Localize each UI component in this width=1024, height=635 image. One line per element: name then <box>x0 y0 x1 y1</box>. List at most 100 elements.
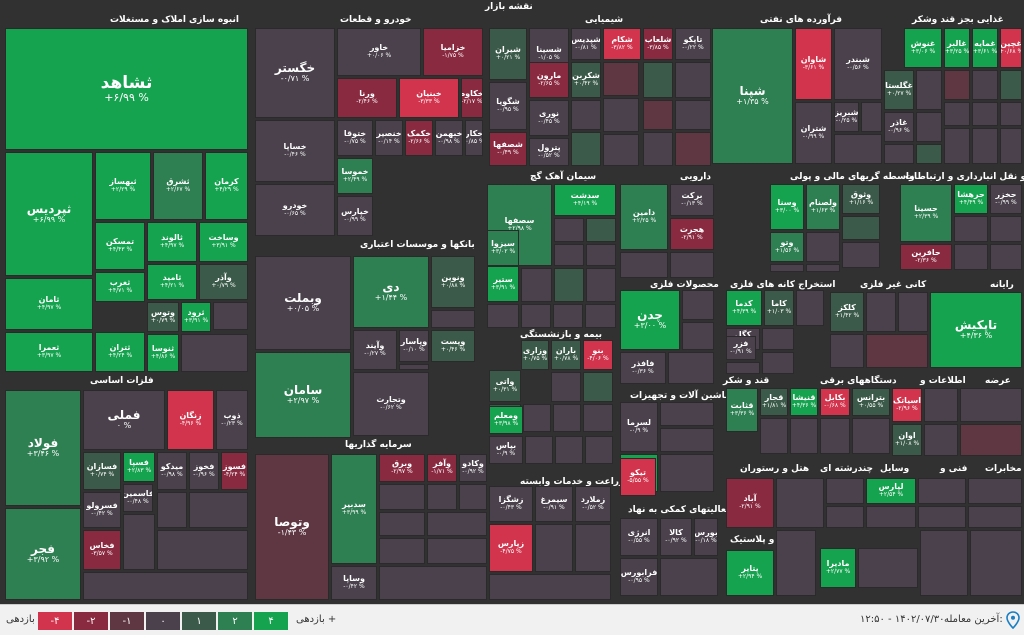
legend-pos4[interactable]: ۴ <box>254 612 288 630</box>
stock-tile-unlabeled[interactable] <box>760 418 788 454</box>
stock-tile[interactable]: فاسمین -۰/۴۸ % <box>123 484 153 512</box>
stock-tile[interactable]: بترانس +۰/۵۵ % <box>852 388 890 416</box>
stock-tile[interactable]: وآیند -۰/۲۷ % <box>353 330 397 370</box>
stock-tile-unlabeled[interactable] <box>603 62 639 96</box>
stock-tile-unlabeled[interactable] <box>944 128 970 164</box>
stock-tile[interactable]: ورنا -۲/۴۶ % <box>337 78 397 118</box>
stock-tile[interactable]: وساخت +۳/۹۱ % <box>199 222 248 262</box>
stock-tile[interactable]: خودرو -۰/۶۵ % <box>255 184 335 236</box>
stock-tile-unlabeled[interactable] <box>603 98 639 132</box>
stock-tile-unlabeled[interactable] <box>643 132 673 166</box>
stock-tile[interactable]: ثامید +۴/۲۱ % <box>147 264 197 300</box>
stock-tile[interactable]: هجرت -۲/۹۱ % <box>670 218 714 250</box>
stock-tile[interactable]: سامان +۲/۹۷ % <box>255 352 351 438</box>
stock-tile[interactable]: خپارس -۰/۹۹ % <box>337 196 373 236</box>
stock-tile[interactable]: شکام -۳/۸۲ % <box>603 28 641 60</box>
stock-tile[interactable]: غاذر -۰/۹۶ % <box>884 112 914 142</box>
stock-tile-unlabeled[interactable] <box>830 334 864 368</box>
stock-tile[interactable]: شتران -۰/۹۹ % <box>795 102 832 164</box>
stock-tile[interactable]: شبندر -۰/۵۶ % <box>834 28 882 100</box>
stock-tile[interactable]: خنصیر -۰/۱۴ % <box>375 120 403 156</box>
stock-tile[interactable]: وتوس +۰/۷۹ % <box>147 302 179 332</box>
stock-tile[interactable]: ثتران +۴/۲۴ % <box>95 332 145 372</box>
stock-tile[interactable]: فزر -۰/۹۱ % <box>726 336 756 360</box>
stock-tile-unlabeled[interactable] <box>968 478 1022 504</box>
stock-tile-unlabeled[interactable] <box>954 244 988 270</box>
stock-tile-unlabeled[interactable] <box>583 404 613 432</box>
stock-tile[interactable]: فولاد +۳/۴۶ % <box>5 390 81 506</box>
stock-tile[interactable]: کلکز +۱/۴۲ % <box>830 292 864 332</box>
stock-tile[interactable]: ختوقا -۰/۷۵ % <box>337 120 373 156</box>
stock-tile-unlabeled[interactable] <box>970 530 1022 596</box>
stock-tile[interactable]: خکار-۰/۸۵ % <box>465 120 483 156</box>
stock-tile[interactable]: غنوش +۳/۰۶ % <box>904 28 942 68</box>
stock-tile-unlabeled[interactable] <box>898 292 928 332</box>
stock-tile[interactable]: کالا -۰/۹۲ % <box>660 518 692 556</box>
stock-tile-unlabeled[interactable] <box>918 478 966 504</box>
stock-tile-unlabeled[interactable] <box>726 362 760 374</box>
stock-tile-unlabeled[interactable] <box>459 484 487 510</box>
stock-tile[interactable]: اوان +۱/۰۸ % <box>892 424 922 456</box>
stock-tile-unlabeled[interactable] <box>553 304 583 328</box>
stock-tile[interactable]: ولصنام +۱/۶۳ % <box>806 184 840 230</box>
stock-tile-unlabeled[interactable] <box>523 404 551 432</box>
stock-tile[interactable]: بکابل -۰/۶۸ % <box>820 388 850 416</box>
stock-tile[interactable]: فسوز -۴/۲۴ % <box>221 452 248 490</box>
stock-tile-unlabeled[interactable] <box>1000 102 1022 126</box>
stock-tile-unlabeled[interactable] <box>762 352 794 374</box>
stock-tile[interactable]: تاپکیش +۴/۳۶ % <box>930 292 1022 368</box>
stock-tile-unlabeled[interactable] <box>972 102 998 126</box>
stock-tile[interactable]: زملارد -۰/۵۲ % <box>575 486 611 522</box>
stock-tile[interactable]: فسازان +۰/۷۴ % <box>83 452 121 490</box>
stock-tile[interactable]: خاور +۰/۰۶ % <box>337 28 421 76</box>
stock-tile-unlabeled[interactable] <box>920 530 968 596</box>
stock-tile[interactable]: سیمرغ -۰/۹۱ % <box>535 486 573 522</box>
stock-tile[interactable]: حرهشا +۴/۴۹ % <box>954 184 988 214</box>
stock-tile[interactable]: تاپکو -۰/۲۲ % <box>675 28 711 60</box>
stock-tile-unlabeled[interactable] <box>884 144 914 164</box>
stock-tile[interactable]: وپست +۰/۴۶ % <box>431 330 475 362</box>
stock-tile-unlabeled[interactable] <box>776 478 824 528</box>
stock-tile-unlabeled[interactable] <box>583 372 613 402</box>
stock-tile-unlabeled[interactable] <box>521 268 552 302</box>
stock-tile[interactable]: وتو +۱/۵۶ % <box>770 232 804 262</box>
stock-tile[interactable]: وبرق -۲/۹۷ % <box>379 454 425 482</box>
stock-tile-unlabeled[interactable] <box>181 334 248 372</box>
stock-tile-unlabeled[interactable] <box>866 334 928 368</box>
stock-tile-unlabeled[interactable] <box>551 372 581 402</box>
stock-tile-unlabeled[interactable] <box>842 216 880 240</box>
stock-tile-unlabeled[interactable] <box>972 128 998 164</box>
stock-tile[interactable]: زشگزا -۰/۴۳ % <box>489 486 533 522</box>
stock-tile[interactable]: فسپا +۲/۸۳ % <box>123 452 155 482</box>
stock-tile-unlabeled[interactable] <box>790 418 818 454</box>
stock-tile[interactable]: ونوین +۰/۸۸ % <box>431 256 475 308</box>
stock-tile-unlabeled[interactable] <box>954 216 988 242</box>
stock-tile[interactable]: قنیشا +۴/۳۶ % <box>790 388 818 416</box>
stock-tile[interactable]: ومعلم +۳/۹۸ % <box>489 406 523 434</box>
stock-tile-unlabeled[interactable] <box>834 134 882 164</box>
stock-tile-unlabeled[interactable] <box>157 530 248 570</box>
stock-tile[interactable]: خگستر -۰/۷۱ % <box>255 28 335 118</box>
stock-tile[interactable]: حخزر -۰/۹۹ % <box>990 184 1022 214</box>
stock-tile-unlabeled[interactable] <box>213 302 248 330</box>
stock-tile-unlabeled[interactable] <box>972 70 998 100</box>
stock-tile[interactable]: سدبیر +۳/۹۹ % <box>331 454 377 564</box>
stock-tile-unlabeled[interactable] <box>399 364 429 370</box>
stock-tile-unlabeled[interactable] <box>660 558 718 596</box>
stock-tile[interactable]: وبملت +۰/۰۵ % <box>255 256 351 350</box>
stock-tile-unlabeled[interactable] <box>668 352 714 384</box>
stock-tile[interactable]: وثوق +۱/۱۶ % <box>842 184 880 214</box>
stock-tile[interactable]: شپنا +۱/۳۵ % <box>712 28 793 164</box>
stock-tile[interactable]: کاما +۱/۰۳ % <box>764 290 794 326</box>
stock-tile-unlabeled[interactable] <box>643 100 673 130</box>
stock-tile-unlabeled[interactable] <box>960 424 1022 456</box>
stock-tile[interactable]: شصفها -۰/۴۹ % <box>489 132 527 166</box>
stock-tile-unlabeled[interactable] <box>916 70 942 110</box>
stock-tile[interactable]: خبنیان -۳/۳۳ % <box>399 78 459 118</box>
stock-tile[interactable]: فافذر -۰/۳۶ % <box>620 352 666 384</box>
stock-tile[interactable]: ثعمرا +۳/۹۷ % <box>5 332 93 372</box>
stock-tile-unlabeled[interactable] <box>660 402 714 426</box>
stock-tile-unlabeled[interactable] <box>575 524 611 572</box>
stock-tile-unlabeled[interactable] <box>762 328 794 350</box>
stock-tile[interactable]: خساپا -۰/۴۶ % <box>255 120 335 182</box>
